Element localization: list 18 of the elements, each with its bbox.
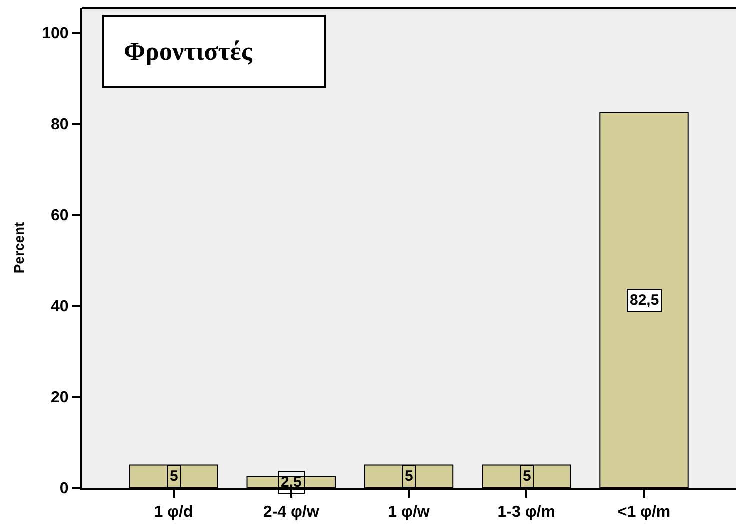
- y-tick-label: 40: [51, 298, 69, 316]
- x-tick-label: 1-3 φ/m: [498, 504, 556, 522]
- data-label: 5: [170, 468, 178, 485]
- y-axis-title: Percent: [11, 222, 28, 274]
- y-tick-label: 100: [42, 26, 69, 43]
- text-box: Φροντιστές: [102, 15, 326, 88]
- x-tick-label: <1 φ/m: [618, 504, 671, 522]
- data-label: 5: [523, 468, 532, 485]
- x-tick-label: 2-4 φ/w: [263, 504, 320, 522]
- y-tick-label: 60: [51, 208, 69, 225]
- y-tick-label: 80: [51, 116, 69, 134]
- data-label: 82,5: [630, 292, 660, 309]
- x-tick-label: 1 φ/d: [154, 504, 194, 522]
- y-tick-label: 20: [51, 390, 69, 407]
- x-tick-label: 1 φ/w: [388, 504, 430, 522]
- data-label: 5: [405, 468, 414, 485]
- annotation: Φροντιστές: [124, 37, 254, 66]
- y-tick-label: 0: [60, 480, 69, 498]
